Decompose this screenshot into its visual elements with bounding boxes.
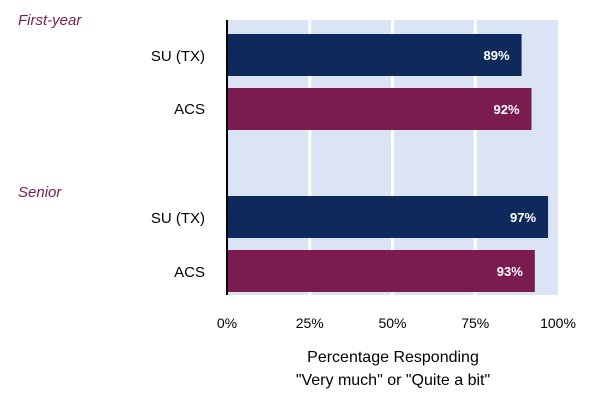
x-tick-label: 75% [461, 315, 489, 331]
x-tick-label: 50% [378, 315, 406, 331]
bar [227, 34, 522, 76]
category-label: SU (TX) [151, 48, 205, 65]
bar [227, 196, 549, 238]
category-label: ACS [174, 264, 205, 281]
bar [227, 88, 532, 130]
category-label: ACS [174, 101, 205, 118]
x-tick-label: 25% [296, 315, 324, 331]
x-tick-label: 0% [217, 315, 237, 331]
x-tick-labels: 0% 25% 50% 75% 100% [217, 315, 576, 331]
x-tick-label: 100% [540, 315, 576, 331]
bar-value-label: 93% [497, 264, 523, 279]
bars: 89% 92% 97% 93% [227, 34, 549, 292]
bar-value-label: 97% [510, 210, 536, 225]
x-axis-title-line-2: "Very much" or "Quite a bit" [296, 372, 490, 389]
bar [227, 250, 535, 292]
category-label: SU (TX) [151, 210, 205, 227]
x-axis-title-line-1: Percentage Responding [307, 349, 479, 366]
group-label-senior: Senior [18, 184, 62, 201]
bar-value-label: 92% [493, 102, 519, 117]
group-label-first-year: First-year [18, 12, 82, 29]
bar-value-label: 89% [484, 48, 510, 63]
